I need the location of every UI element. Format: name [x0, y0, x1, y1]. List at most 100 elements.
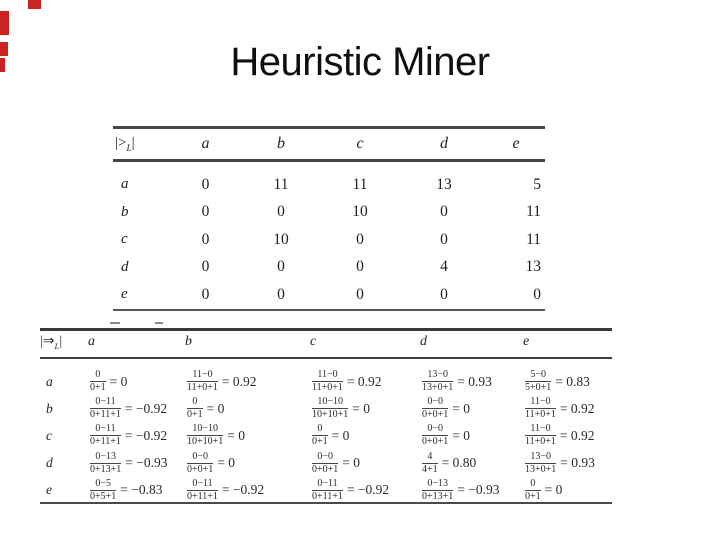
table1-col-header: e	[512, 135, 520, 152]
table1-row-label: c	[121, 231, 128, 248]
table1-cell: 0	[440, 230, 448, 248]
table1-row: c 0 10 0 0 11	[113, 226, 545, 254]
table2-row-label: a	[46, 373, 53, 389]
fraction: 10−10 10+10+1	[312, 397, 349, 421]
fraction-denominator: 0+1	[525, 490, 541, 502]
fraction-result: = 0	[206, 400, 225, 416]
fraction-result: = 0.83	[555, 373, 590, 389]
fraction-denominator: 11+0+1	[187, 382, 218, 394]
fraction-denominator: 13+0+1	[422, 382, 454, 394]
fraction-numerator: 13−0	[422, 370, 454, 383]
table1-cell: 11	[352, 175, 368, 193]
fraction: 11−0 11+0+1	[525, 424, 556, 447]
table1-header-row: |>L| a b c d e	[113, 128, 545, 161]
fraction-result: = 0.93	[560, 455, 595, 471]
fraction: 0−13 0+13+1	[90, 451, 122, 475]
table1-cell: 13	[525, 258, 542, 276]
fraction-result: = 0	[352, 400, 371, 416]
fraction: 13−0 13+0+1	[422, 370, 454, 394]
table2-cell: 0 0+1 = 0	[310, 422, 420, 449]
fraction-result: = 0.80	[441, 455, 477, 471]
table2-cell: 11−0 11+0+1 = 0.92	[310, 368, 420, 395]
fraction-denominator: 0+11+1	[312, 490, 343, 502]
fraction-result: = 0.92	[221, 373, 257, 389]
table2-cell: 0−11 0+11+1 = −0.92	[88, 422, 185, 449]
table2-row-label: e	[46, 482, 52, 498]
fraction: 0−0 0+0+1	[422, 424, 449, 447]
table1-cell: 0	[277, 258, 285, 276]
fraction-numerator: 0−11	[90, 424, 121, 437]
table1-row-label: b	[121, 203, 129, 220]
fraction-denominator: 0+13+1	[422, 490, 454, 502]
fraction: 0−11 0+11+1	[312, 478, 343, 502]
fraction-result: = 0	[217, 455, 236, 471]
table2-cell: 0−0 0+0+1 = 0	[420, 422, 523, 449]
fraction: 5−0 5+0+1	[525, 370, 552, 393]
table1-cell: 4	[440, 258, 448, 276]
fraction: 0−13 0+13+1	[422, 478, 454, 502]
fraction: 0 0+1	[312, 424, 328, 447]
fraction-numerator: 5−0	[525, 370, 552, 383]
fraction-denominator: 10+10+1	[312, 409, 349, 421]
table2-cell: 5−0 5+0+1 = 0.83	[523, 368, 612, 395]
table2-cell: 0 0+1 = 0	[523, 477, 612, 504]
fraction-result: = 0	[331, 427, 350, 443]
table2-grid: |⇒L| a b c d e a 0 0+1 = 0 11−0 11+0+1 = 0.92 11−0 11…	[40, 328, 612, 504]
table2-cell: 0−0 0+0+1 = 0	[185, 450, 310, 477]
table2-cell: 0−11 0+11+1 = −0.92	[88, 395, 185, 422]
red-artifact	[0, 11, 9, 35]
fraction-result: = 0	[544, 482, 563, 498]
fraction-numerator: 0−13	[422, 478, 454, 491]
table1-corner-label: |>L|	[115, 134, 135, 154]
fraction-numerator: 10−10	[312, 397, 349, 410]
table1-cell: 0	[356, 230, 364, 248]
fraction-result: = 0.92	[346, 373, 382, 389]
table1-cell: 10	[273, 230, 289, 248]
table1-cell: 11	[526, 203, 541, 221]
table1-cell: 0	[356, 285, 364, 303]
red-artifact	[0, 42, 8, 56]
table2-cell: 0 0+1 = 0	[185, 395, 310, 422]
table1-cell: 0	[201, 203, 210, 221]
table2-col-header: a	[88, 334, 95, 349]
fraction-denominator: 4+1	[422, 463, 438, 475]
fraction-numerator: 0−11	[312, 478, 343, 491]
table1-cell: 0	[277, 203, 285, 221]
table1-row-label: a	[121, 176, 129, 193]
fraction: 0−0 0+0+1	[422, 397, 449, 420]
fraction-numerator: 0−11	[90, 397, 121, 410]
fraction-denominator: 13+0+1	[525, 463, 557, 475]
fraction-numerator: 11−0	[312, 370, 343, 383]
fraction-denominator: 0+11+1	[90, 436, 121, 448]
table1-col-header: b	[277, 135, 285, 152]
table2-row-label: c	[46, 427, 52, 443]
table1-cell: 0	[440, 285, 448, 303]
fraction-result: = −0.83	[120, 482, 163, 498]
table2-cell: 11−0 11+0+1 = 0.92	[523, 422, 612, 449]
fraction: 0 0+1	[525, 478, 541, 502]
fraction-numerator: 4	[422, 451, 438, 464]
fraction-numerator: 0−5	[90, 478, 117, 491]
red-artifact	[28, 0, 41, 9]
fraction-result: = 0.92	[559, 427, 595, 443]
fraction-numerator: 0−13	[90, 451, 122, 464]
fraction: 11−0 11+0+1	[525, 397, 556, 420]
fraction: 0−11 0+11+1	[187, 478, 218, 502]
fraction-result: = −0.92	[124, 400, 168, 416]
table1-col-header: c	[356, 135, 364, 152]
table1-cell: 0	[277, 285, 285, 303]
table1-cell: 0	[201, 230, 210, 248]
table1-row: d 0 0 0 4 13	[113, 254, 545, 282]
scan-artifact-dash	[110, 322, 120, 324]
fraction: 10−10 10+10+1	[187, 424, 224, 447]
fraction-denominator: 0+0+1	[187, 463, 214, 475]
table2-row-label: b	[46, 400, 53, 416]
fraction-denominator: 0+1	[90, 382, 106, 394]
fraction-numerator: 0−0	[422, 397, 449, 410]
fraction: 0−0 0+0+1	[187, 451, 214, 475]
table2-header-rule	[40, 357, 612, 359]
fraction-numerator: 11−0	[525, 424, 556, 437]
fraction-denominator: 11+0+1	[312, 382, 343, 394]
